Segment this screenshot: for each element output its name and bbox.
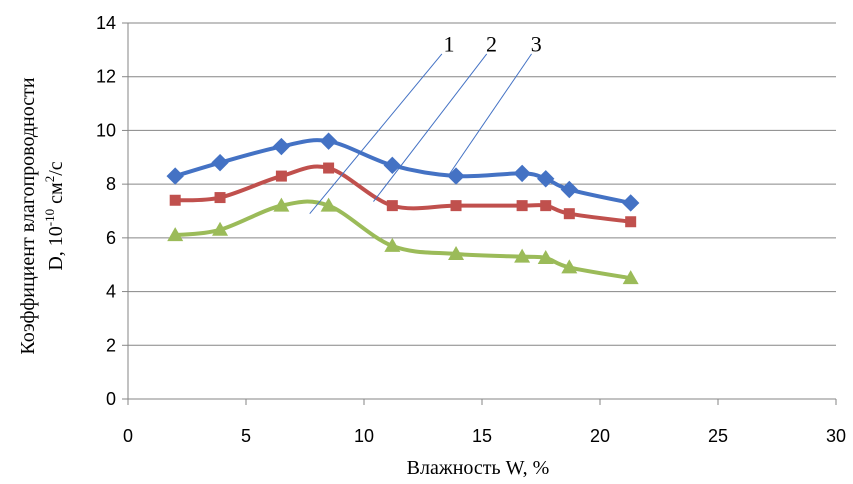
annotation-3-label: 3 xyxy=(531,31,542,56)
series-3-point-9 xyxy=(561,259,578,274)
series-3-line xyxy=(173,199,633,281)
series-1-point-3 xyxy=(272,137,291,156)
y-tick-label-12: 12 xyxy=(96,67,116,87)
x-tick-label-10: 10 xyxy=(354,426,374,446)
series-1-point-9 xyxy=(560,180,579,199)
series-1-point-7 xyxy=(513,164,531,183)
grid xyxy=(128,22,836,346)
series-2-line xyxy=(173,164,633,224)
series-2-point-4 xyxy=(323,162,335,174)
series-1-point-1 xyxy=(166,167,184,185)
series-3 xyxy=(167,197,639,285)
y-tick-label-0: 0 xyxy=(106,389,116,409)
series-3-point-8 xyxy=(537,250,554,264)
series-3-point-7 xyxy=(514,248,531,263)
series-3-point-10 xyxy=(622,270,639,285)
series-1 xyxy=(166,132,640,212)
annotation-2-label: 2 xyxy=(486,31,497,56)
annotation-3-leader xyxy=(448,53,532,176)
series-2-point-10 xyxy=(625,216,637,228)
y-tick-label-8: 8 xyxy=(106,174,116,194)
axes xyxy=(122,22,837,405)
series-3-point-4 xyxy=(320,197,337,212)
series-2-point-6 xyxy=(450,200,462,212)
x-tick-label-0: 0 xyxy=(123,426,133,446)
series-3-point-6 xyxy=(448,245,465,260)
series-2-point-1 xyxy=(169,194,181,206)
series-group xyxy=(166,132,640,285)
annotations: 1 2 3 xyxy=(309,31,542,215)
series-2-point-8 xyxy=(540,200,552,212)
series-2-point-3 xyxy=(275,170,287,182)
x-tick-label-20: 20 xyxy=(590,426,610,446)
series-2-point-7 xyxy=(516,200,528,212)
x-tick-label-30: 30 xyxy=(826,426,846,446)
series-1-point-4 xyxy=(319,132,338,150)
y-tick-label-4: 4 xyxy=(106,282,116,302)
series-3-point-1 xyxy=(167,227,184,242)
y-label-unit: см xyxy=(45,182,67,209)
series-1-line xyxy=(173,138,633,205)
y-tick-label-10: 10 xyxy=(96,120,116,140)
series-2-point-5 xyxy=(386,200,398,212)
annotation-1-label: 1 xyxy=(443,31,454,56)
annotation-1-leader xyxy=(309,53,443,215)
y-axis-title-line2: D, 10-10 см2/с xyxy=(42,161,67,270)
series-1-point-10 xyxy=(621,194,640,212)
x-tick-label-15: 15 xyxy=(472,426,492,446)
y-label-unit-exp: 2 xyxy=(42,176,57,183)
series-2-point-9 xyxy=(563,208,575,220)
series-2 xyxy=(169,162,637,228)
y-label-suffix: /с xyxy=(45,161,67,176)
series-3-point-3 xyxy=(273,197,290,212)
annotation-2-leader xyxy=(373,53,488,202)
series-1-point-8 xyxy=(537,170,555,188)
x-tick-label-5: 5 xyxy=(241,426,251,446)
series-2-point-2 xyxy=(214,192,226,204)
y-axis-title-line1: Коэффициент влагопроводности xyxy=(17,77,39,354)
series-1-point-5 xyxy=(383,156,402,175)
x-axis-title: Влажность W, % xyxy=(407,457,550,479)
y-tick-label-14: 14 xyxy=(96,13,116,33)
series-3-point-2 xyxy=(212,221,229,236)
series-1-point-6 xyxy=(447,167,465,185)
y-tick-label-6: 6 xyxy=(106,228,116,248)
y-label-prefix: D, 10 xyxy=(45,226,67,270)
x-tick-label-25: 25 xyxy=(708,426,728,446)
series-1-point-2 xyxy=(211,153,229,172)
y-tick-label-2: 2 xyxy=(106,335,116,355)
y-axis-title: Коэффициент влагопроводности D, 10-10 см… xyxy=(17,77,67,354)
series-3-point-5 xyxy=(384,237,401,252)
y-label-exp: -10 xyxy=(42,209,57,226)
